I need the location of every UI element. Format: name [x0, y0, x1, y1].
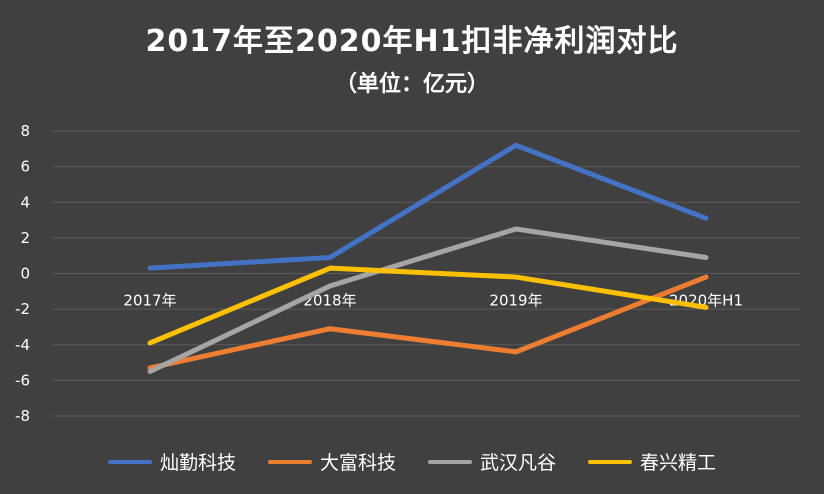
chart-title: 2017年至2020年H1扣非净利润对比 — [145, 24, 679, 59]
y-tick-label: -2 — [15, 300, 30, 318]
series-line — [147, 142, 709, 271]
legend-label: 大富科技 — [319, 452, 396, 474]
y-tick-label: -6 — [15, 371, 30, 389]
chart-subtitle: （单位：亿元） — [334, 72, 489, 97]
legend-label: 灿勤科技 — [159, 452, 236, 474]
legend-swatch — [267, 459, 312, 464]
y-tick-label: 0 — [20, 265, 30, 283]
legend-label: 武汉凡谷 — [480, 452, 557, 474]
legend-item: 灿勤科技 — [107, 448, 236, 475]
series-line — [147, 265, 709, 346]
series-line — [147, 274, 709, 371]
legend-swatch — [428, 459, 472, 464]
x-tick-label: 2018年 — [303, 292, 356, 310]
legend-swatch — [107, 459, 152, 464]
legend-item: 武汉凡谷 — [428, 448, 556, 475]
x-tick-label: 2019年 — [489, 292, 542, 310]
legend-label: 春兴精工 — [640, 452, 717, 474]
x-tick-label: 2017年 — [123, 292, 176, 310]
y-tick-label: 8 — [20, 122, 30, 140]
series-line — [147, 226, 709, 374]
y-tick-label: -4 — [15, 336, 30, 354]
y-tick-label: 6 — [20, 158, 30, 176]
legend-item: 大富科技 — [267, 448, 396, 475]
y-tick-label: -8 — [15, 407, 30, 425]
legend-item: 春兴精工 — [588, 448, 716, 475]
y-axis-tick-labels: -8 -6 -4 -2 0 2 4 6 8 — [15, 122, 30, 425]
legend-swatch — [588, 459, 633, 464]
y-tick-label: 2 — [20, 229, 30, 247]
y-tick-label: 4 — [20, 193, 30, 211]
legend: 灿勤科技 大富科技 武汉凡谷 春兴精工 — [0, 448, 824, 475]
series-lines — [147, 142, 709, 374]
